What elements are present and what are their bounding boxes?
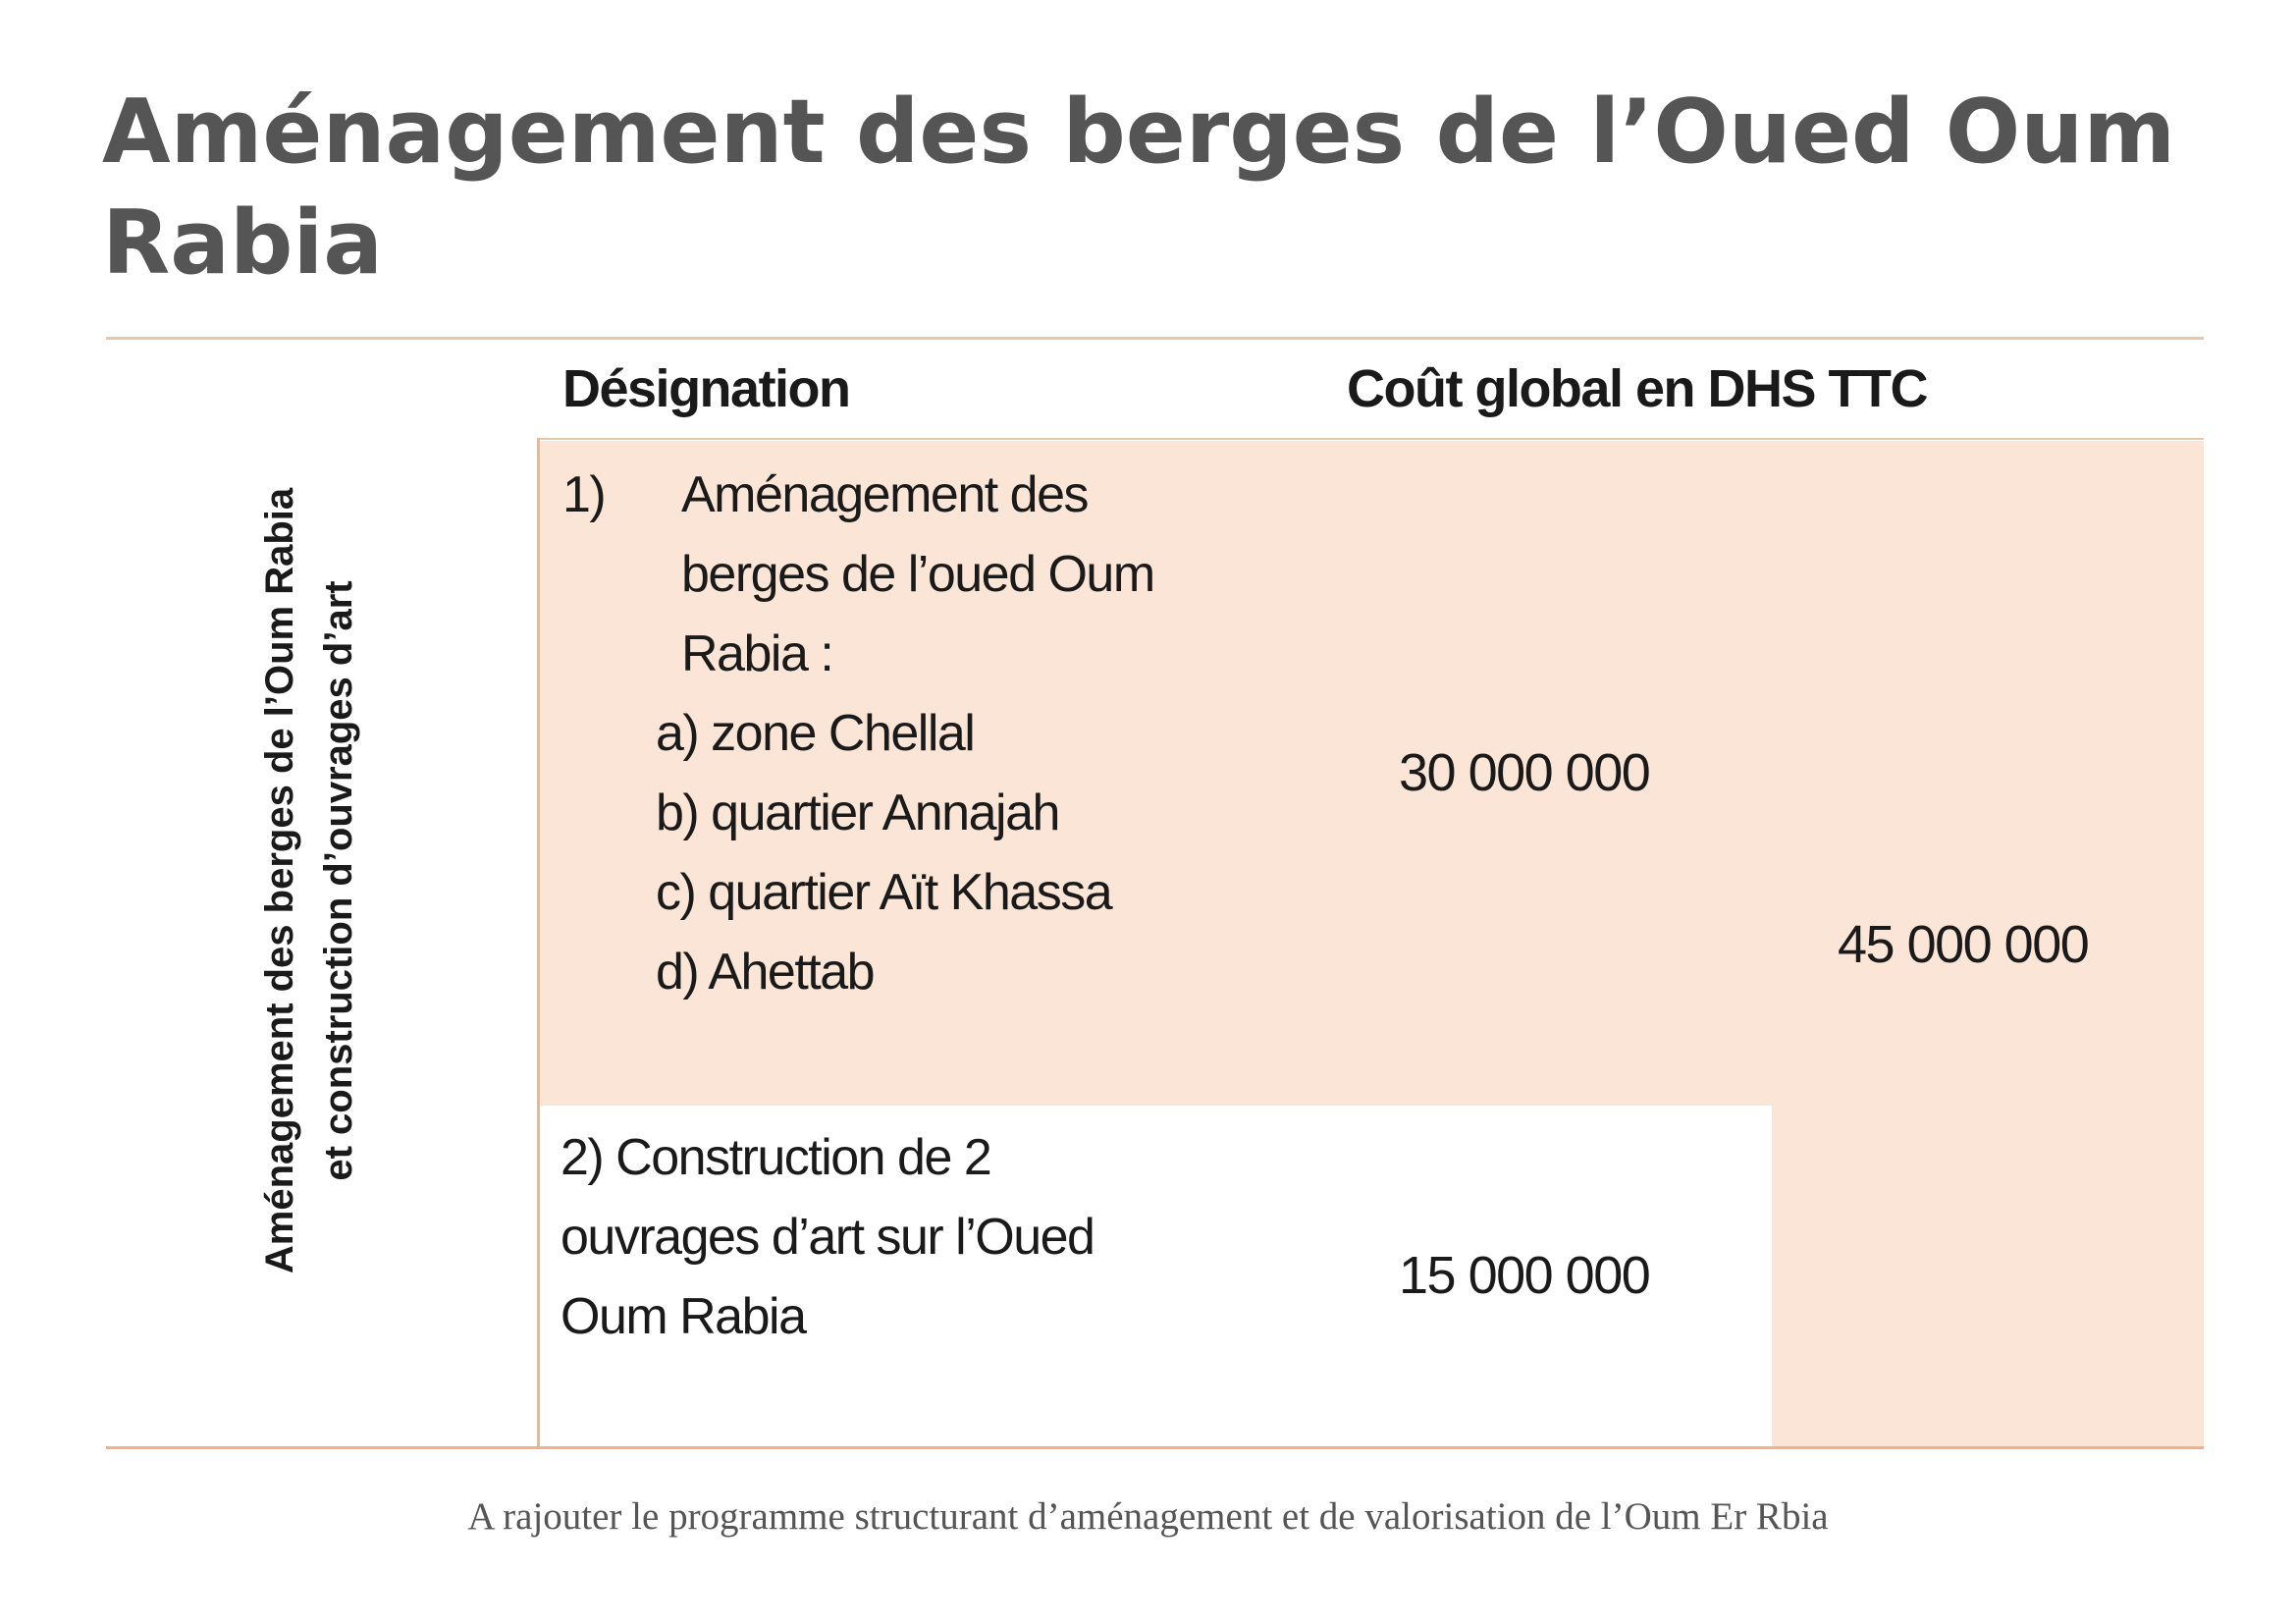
total-cost: 45 000 000 bbox=[1838, 915, 2090, 974]
row-2-cost: 15 000 000 bbox=[1399, 1246, 1651, 1305]
row-header-line-1: Aménagement des berges de l’Oum Rabia bbox=[258, 487, 301, 1274]
page-title: Aménagement des berges de l’Oued Oum Rab… bbox=[102, 81, 2176, 295]
row-2-designation: 2) Construction de 2 ouvrages d’art sur … bbox=[561, 1118, 1095, 1357]
table-bottom-rule bbox=[106, 1446, 2204, 1449]
sub-item: b) quartier Annajah bbox=[656, 785, 1060, 841]
sub-item: d) Ahettab bbox=[656, 944, 876, 1001]
row-1-sub-items: a) zone Chellal b) quartier Annajah c) q… bbox=[656, 694, 1113, 1012]
header-designation: Désignation bbox=[562, 359, 851, 418]
row-header-line-2: et construction d’ouvrages d’art bbox=[317, 580, 360, 1181]
table-top-rule bbox=[106, 337, 2204, 340]
sub-item: c) quartier Aït Khassa bbox=[656, 864, 1113, 921]
designation-line: berges de l’oued Oum bbox=[681, 546, 1155, 603]
caption: A rajouter le programme structurant d’am… bbox=[467, 1495, 1829, 1538]
row-1-number: 1) bbox=[562, 466, 607, 523]
row-1-cost: 30 000 000 bbox=[1399, 743, 1651, 802]
sub-item: a) zone Chellal bbox=[656, 705, 976, 762]
designation-line: Rabia : bbox=[681, 625, 834, 682]
designation-line: 2) Construction de 2 bbox=[561, 1129, 992, 1186]
row-1-fill bbox=[540, 441, 2204, 1106]
header-cost: Coût global en DHS TTC bbox=[1347, 359, 1928, 418]
designation-line: ouvrages d’art sur l’Oued bbox=[561, 1209, 1095, 1266]
header-rule bbox=[538, 438, 2204, 440]
row-1-designation: Aménagement des berges de l’oued Oum Rab… bbox=[681, 456, 1155, 694]
designation-line: Aménagement des bbox=[681, 466, 1089, 523]
designation-line: Oum Rabia bbox=[561, 1288, 807, 1345]
column-divider bbox=[537, 438, 540, 1448]
total-column-fill bbox=[1772, 1106, 2204, 1448]
row-header-vertical: Aménagement des berges de l’Oum Rabia et… bbox=[250, 488, 368, 1273]
